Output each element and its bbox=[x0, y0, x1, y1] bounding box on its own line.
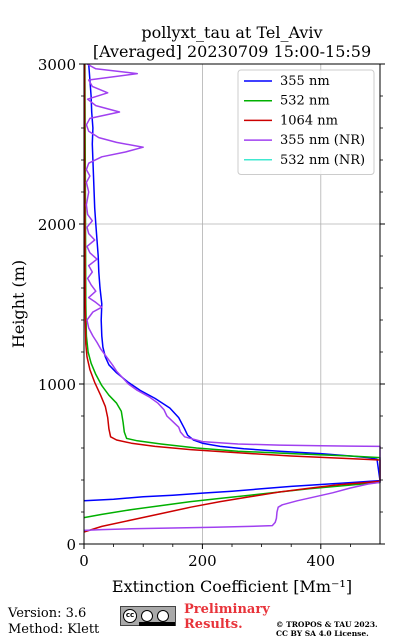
axis-ticks: 0 200 400 0 1000 2000 3000 bbox=[38, 56, 385, 570]
y-tick-label: 1000 bbox=[38, 376, 76, 394]
license-line1: © TROPOS & TAU 2023. bbox=[276, 620, 378, 629]
y-tick-label: 3000 bbox=[38, 56, 76, 74]
badge-strip bbox=[139, 622, 175, 626]
y-axis-label: Height (m) bbox=[9, 260, 28, 348]
by-icon bbox=[141, 610, 153, 622]
legend-label: 355 nm (NR) bbox=[280, 133, 365, 148]
legend: 355 nm 532 nm 1064 nm 355 nm (NR) 532 nm (NR… bbox=[237, 69, 375, 175]
sa-icon bbox=[157, 610, 169, 622]
chart-title-line2: [Averaged] 20230709 15:00-15:59 bbox=[93, 42, 371, 61]
legend-label: 355 nm bbox=[280, 74, 330, 89]
x-tick-label: 0 bbox=[79, 552, 89, 570]
x-axis-label: Extinction Coefficient [Mm⁻¹] bbox=[112, 577, 352, 596]
cc-license-badge: cc bbox=[120, 606, 176, 626]
cc-icon: cc bbox=[123, 609, 137, 623]
preliminary-line1: Preliminary bbox=[184, 602, 270, 617]
chart-title-line1: pollyxt_tau at Tel_Aviv bbox=[141, 23, 322, 42]
license-line2: CC BY SA 4.0 License. bbox=[276, 629, 369, 638]
x-tick-label: 400 bbox=[306, 552, 335, 570]
method-text: Method: Klett bbox=[8, 622, 100, 637]
series-line-355-nm-nr- bbox=[83, 63, 381, 532]
extinction-chart: pollyxt_tau at Tel_Aviv [Averaged] 20230… bbox=[9, 23, 385, 596]
y-tick-label: 0 bbox=[66, 536, 76, 554]
version-text: Version: 3.6 bbox=[8, 606, 87, 621]
legend-label: 532 nm bbox=[280, 94, 330, 109]
preliminary-results: Preliminary Results. bbox=[184, 602, 270, 632]
legend-label: 1064 nm bbox=[280, 113, 338, 128]
x-tick-label: 200 bbox=[188, 552, 217, 570]
series-line-355-nm bbox=[83, 63, 381, 502]
license-text: © TROPOS & TAU 2023. CC BY SA 4.0 Licens… bbox=[276, 620, 378, 638]
series-line-532-nm bbox=[83, 63, 381, 519]
legend-label: 532 nm (NR) bbox=[280, 153, 365, 168]
preliminary-line2: Results. bbox=[184, 617, 243, 632]
legend-box bbox=[237, 69, 375, 175]
series-line-1064-nm bbox=[83, 64, 381, 533]
series-layer bbox=[83, 63, 381, 533]
y-tick-label: 2000 bbox=[38, 216, 76, 234]
